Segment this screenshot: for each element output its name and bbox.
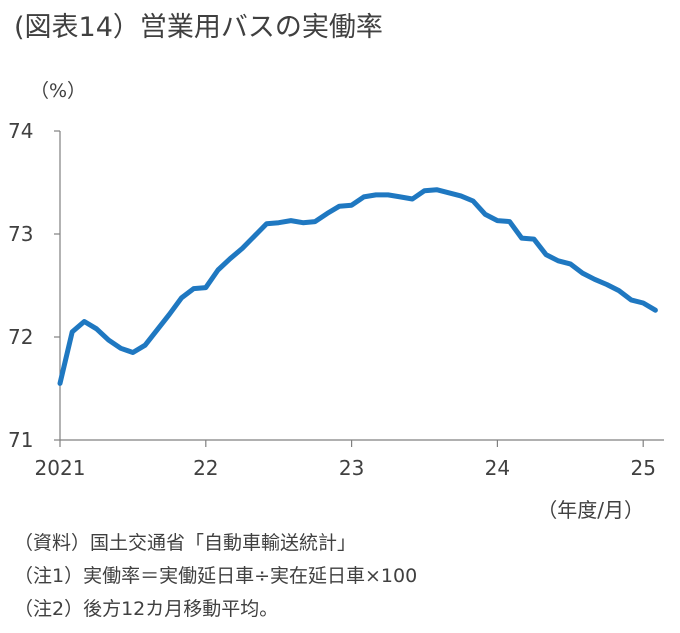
chart-title: (図表14）営業用バスの実働率: [14, 12, 383, 43]
x-tick-label: 22: [193, 456, 218, 480]
source-note: （資料）国土交通省「自動車輸送統計」: [14, 532, 357, 554]
series-line: [57, 187, 658, 386]
x-tick-label: 23: [339, 456, 364, 480]
note-1: （注1）実働率＝実働延日車÷実在延日車×100: [14, 565, 418, 587]
y-axis-unit: （%）: [30, 80, 87, 102]
x-axis-unit: （年度/月）: [537, 498, 644, 522]
y-tick-label: 71: [8, 428, 33, 452]
y-tick-label: 72: [8, 325, 33, 349]
y-tick-label: 73: [8, 222, 33, 246]
chart-notes: （資料）国土交通省「自動車輸送統計」 （注1）実働率＝実働延日車÷実在延日車×1…: [14, 527, 417, 626]
x-tick-label: 25: [630, 456, 655, 480]
x-tick-label: 24: [485, 456, 510, 480]
x-tick-label: 2021: [35, 456, 86, 480]
note-2: （注2）後方12カ月移動平均。: [14, 598, 279, 620]
y-tick-label: 74: [8, 119, 33, 143]
